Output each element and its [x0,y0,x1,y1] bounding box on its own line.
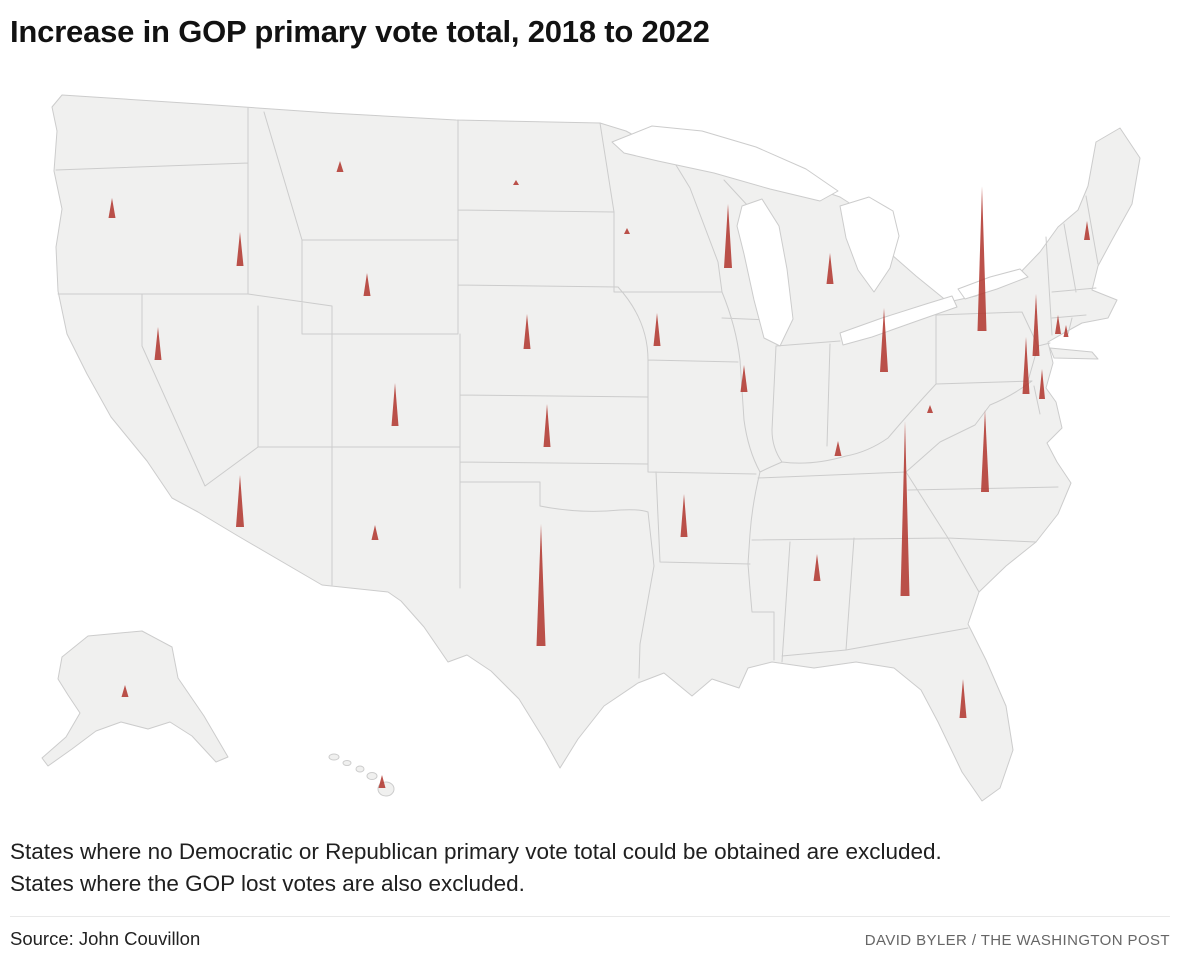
spike-georgia [900,421,910,596]
footer: Source: John Couvillon DAVID BYLER / THE… [10,916,1170,950]
state-borders [55,107,1099,679]
alaska [41,630,229,767]
spike-kansas [543,404,551,447]
spikes-layer [108,161,1090,788]
spike-ohio [880,308,888,372]
exclusion-note-line-1: States where no Democratic or Republican… [10,839,942,864]
spike-hawaii [378,775,386,788]
spike-minnesota [624,228,630,234]
lake-ontario [957,268,1029,300]
spike-new-hampshire [1084,221,1090,240]
basemap [41,94,1141,802]
lake-huron [839,196,900,293]
spike-nebraska [523,314,531,349]
spike-alaska [121,685,129,697]
spike-michigan [826,253,834,284]
spike-oregon [108,198,116,218]
spike-kentucky [834,441,842,456]
spike-rhode-island [1063,325,1069,337]
spike-pennsylvania [977,186,987,331]
exclusion-note-line-2: States where the GOP lost votes are also… [10,870,525,896]
spike-arkansas [680,494,688,537]
long-island [1049,347,1099,360]
spike-wyoming [363,273,371,296]
spike-iowa [653,313,661,346]
lake-superior [611,125,839,202]
exclusion-notes: States where no Democratic or Republican… [10,836,1172,900]
spike-new-mexico [371,525,379,540]
spike-idaho [236,232,244,266]
spike-north-dakota [513,180,519,185]
spike-new-jersey [1032,294,1040,356]
spike-texas [536,524,546,646]
lake-michigan [736,198,794,347]
spike-maryland [1022,337,1030,394]
lake-erie [839,295,958,346]
spike-connecticut [1055,315,1061,334]
spike-montana [336,161,344,172]
spike-west-virginia [927,405,933,413]
great-lakes [611,125,1029,347]
spike-florida [959,679,967,718]
spike-wisconsin [724,204,732,268]
spike-illinois [740,365,748,392]
chart-title: Increase in GOP primary vote total, 2018… [10,14,710,49]
byline-credit: DAVID BYLER / THE WASHINGTON POST [864,932,1170,949]
lower-48-landmass [51,94,1141,802]
spike-nevada [154,327,162,360]
spike-alabama [813,554,821,581]
spike-north-carolina [981,410,989,492]
hawaii-islands [328,753,395,797]
spike-colorado [391,383,399,426]
source-attribution: Source: John Couvillon [10,928,201,949]
spike-delaware [1039,369,1045,399]
spike-arizona [236,475,244,527]
